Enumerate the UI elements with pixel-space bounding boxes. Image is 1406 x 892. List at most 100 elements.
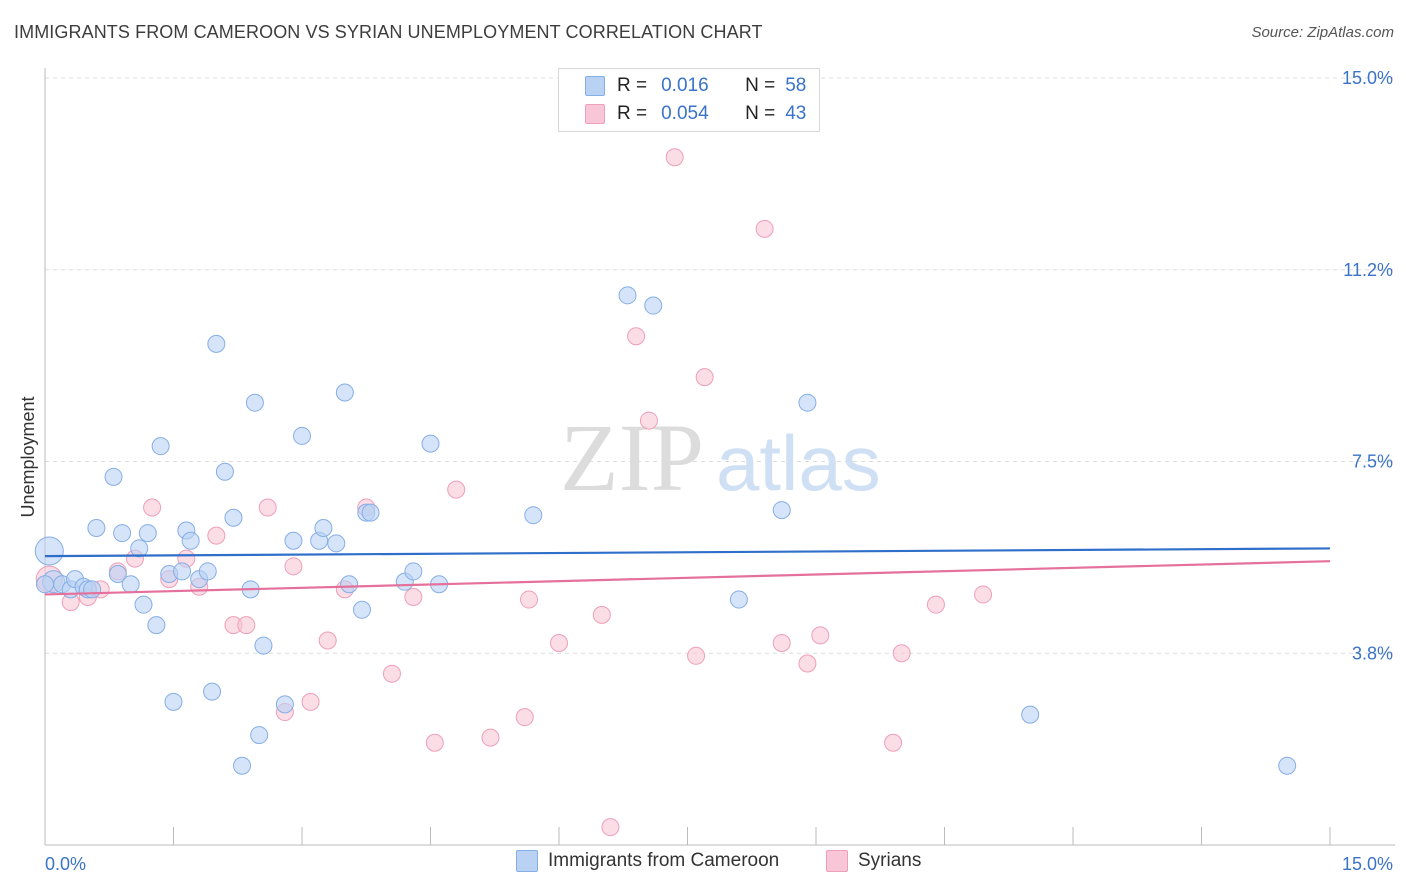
data-point <box>639 411 658 430</box>
data-point <box>314 518 333 537</box>
data-point <box>104 467 123 486</box>
data-point <box>143 498 162 517</box>
data-point <box>974 585 993 604</box>
legend-r-label: R = <box>617 75 648 96</box>
data-point <box>87 518 106 537</box>
x-tick-label: 0.0% <box>45 854 86 874</box>
data-point <box>245 393 264 412</box>
trend-line <box>44 547 1331 558</box>
data-point <box>224 508 243 527</box>
data-point <box>284 531 303 550</box>
data-point <box>181 531 200 550</box>
data-point <box>665 148 684 167</box>
watermark: ZIP atlas <box>560 404 881 511</box>
data-point <box>207 526 226 545</box>
data-point <box>627 327 646 346</box>
data-point <box>425 733 444 752</box>
legend-row-cameroon: R = 0.016 N = 58 <box>585 73 806 99</box>
data-point <box>164 692 183 711</box>
data-point <box>447 480 466 499</box>
data-point <box>151 437 170 456</box>
data-point <box>134 595 153 614</box>
data-point <box>258 498 277 517</box>
data-point <box>618 286 637 305</box>
data-point <box>515 708 534 727</box>
data-point <box>207 334 226 353</box>
data-point <box>481 728 500 747</box>
data-point <box>550 634 568 653</box>
tick-labels: 3.8% 7.5% 11.2% 15.0% 0.0% 15.0% <box>45 68 1393 874</box>
data-point <box>36 575 54 594</box>
data-point <box>772 634 791 653</box>
y-tick-label: 3.8% <box>1352 643 1393 663</box>
legend-label-syrians: Syrians <box>858 850 922 871</box>
y-tick-label: 15.0% <box>1342 68 1393 88</box>
axes <box>44 68 1395 846</box>
data-point <box>335 383 354 402</box>
data-point <box>798 654 817 673</box>
data-point <box>884 733 903 752</box>
y-axis-label: Unemployment <box>18 396 38 517</box>
data-point <box>601 818 620 837</box>
data-point <box>421 434 440 453</box>
trend-lines <box>44 547 1331 596</box>
chart-title: IMMIGRANTS FROM CAMEROON VS SYRIAN UNEMP… <box>14 22 763 42</box>
legend-item-syrians[interactable]: Syrians <box>826 850 921 872</box>
data-point <box>284 557 303 576</box>
data-point <box>254 636 273 655</box>
data-point <box>250 726 269 745</box>
y-tick-label: 11.2% <box>1343 260 1393 280</box>
data-point <box>130 539 149 558</box>
source-label: Source: ZipAtlas.com <box>1251 24 1394 41</box>
legend-label-cameroon: Immigrants from Cameroon <box>548 850 780 871</box>
legend-swatch-blue <box>585 76 605 96</box>
data-point <box>237 616 256 635</box>
grid-lines <box>45 77 1395 654</box>
data-point <box>293 426 311 445</box>
data-point <box>729 590 748 609</box>
data-point <box>121 575 140 594</box>
data-point <box>404 562 423 581</box>
data-point <box>203 682 222 701</box>
data-point <box>275 695 294 714</box>
data-point <box>361 503 380 522</box>
data-point <box>318 631 337 650</box>
series-cameroon-points <box>34 286 1297 775</box>
stats-legend: R = 0.016 N = 58 R = 0.054 N = 43 <box>558 68 820 132</box>
series-syrians-points <box>35 148 993 837</box>
data-point <box>138 524 157 543</box>
data-point <box>695 368 714 387</box>
watermark-atlas: atlas <box>716 419 881 507</box>
legend-r-value: 0.054 <box>661 103 709 124</box>
data-point <box>83 580 102 599</box>
legend-n-value: 58 <box>785 75 807 96</box>
trend-line <box>44 560 1331 596</box>
data-point <box>592 605 611 624</box>
data-point <box>233 756 252 775</box>
data-point <box>352 600 371 619</box>
data-point <box>520 590 539 609</box>
data-point <box>340 575 359 594</box>
data-point <box>147 616 166 635</box>
legend-item-cameroon[interactable]: Immigrants from Cameroon <box>516 850 779 872</box>
legend-n-value: 43 <box>785 103 807 124</box>
watermark-zip: ZIP <box>560 404 704 511</box>
data-point <box>892 644 911 663</box>
legend-n-label: N = <box>745 75 776 96</box>
data-point <box>215 462 234 481</box>
data-point <box>687 646 706 665</box>
legend-row-syrians: R = 0.054 N = 43 <box>585 101 806 127</box>
data-point <box>644 296 663 315</box>
data-point <box>301 692 320 711</box>
data-point <box>1021 705 1040 724</box>
data-point <box>198 562 217 581</box>
legend-swatch-pink <box>826 850 848 872</box>
data-point <box>327 534 346 553</box>
data-point <box>811 626 830 645</box>
data-point <box>926 595 945 614</box>
legend-n-label: N = <box>745 103 776 124</box>
data-point <box>755 219 774 238</box>
x-tick-label: 15.0% <box>1342 854 1393 874</box>
data-point <box>404 588 423 607</box>
